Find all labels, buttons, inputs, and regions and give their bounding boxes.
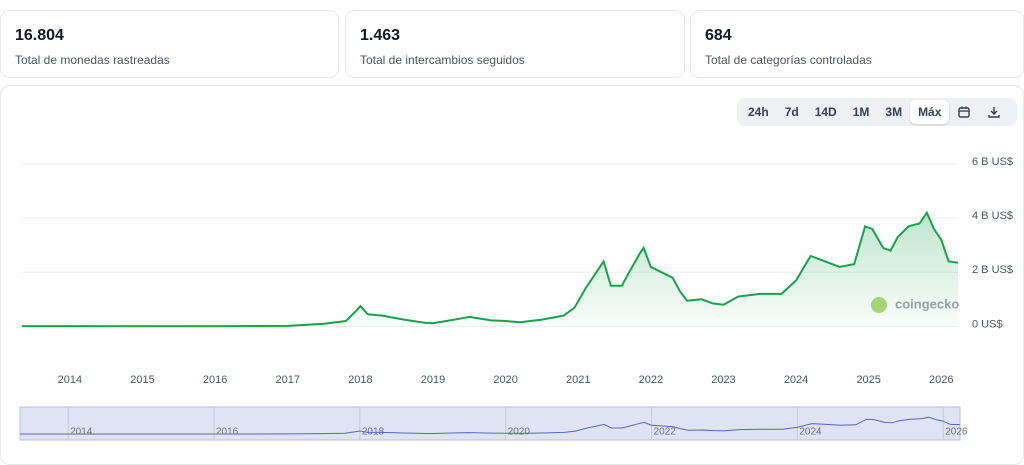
stat-label: Total de intercambios seguidos [360, 53, 525, 67]
y-tick-label: 6 B US$ [972, 156, 1013, 168]
x-tick-label: 2020 [493, 374, 517, 386]
x-tick-label: 2022 [639, 374, 663, 386]
range-button[interactable]: 7d [784, 105, 799, 119]
range-button[interactable]: 3M [885, 105, 903, 119]
x-tick-label: 2025 [856, 374, 880, 386]
navigator-label: 2024 [799, 427, 822, 438]
x-tick-label: 2019 [421, 374, 445, 386]
stat-card: 1.463 Total de intercambios seguidos [345, 10, 685, 78]
page: 16.804 Total de monedas rastreadas 1.463 T… [0, 10, 1024, 465]
range-button[interactable]: 14D [814, 105, 837, 119]
stat-label: Total de monedas rastreadas [15, 53, 170, 67]
navigator-line [20, 416, 961, 435]
y-tick-label: 4 B US$ [972, 210, 1013, 222]
stat-value: 1.463 [360, 27, 401, 44]
navigator-label: 2022 [654, 427, 677, 438]
download-icon[interactable] [979, 101, 1009, 123]
stat-value: 684 [705, 27, 732, 44]
chart: coingecko 0 US$2 B US$4 B US$6 B US$2014… [19, 156, 1013, 441]
range-button[interactable]: 1M [852, 105, 870, 119]
navigator-label: 2014 [70, 427, 93, 438]
line [22, 210, 959, 328]
x-tick-label: 2014 [58, 374, 82, 386]
range-button[interactable]: 24h [748, 105, 769, 119]
x-tick-label: 2021 [566, 374, 590, 386]
x-tick-label: 2015 [130, 374, 154, 386]
x-tick-label: 2024 [784, 374, 808, 386]
area [22, 212, 958, 327]
navigator-label: 2026 [945, 427, 968, 438]
x-tick-label: 2016 [203, 374, 227, 386]
navigator-label: 2020 [508, 427, 531, 438]
stat-value: 16.804 [15, 27, 64, 44]
x-tick-label: 2018 [348, 374, 372, 386]
navigator-label: 2016 [216, 427, 239, 438]
x-tick-label: 2023 [711, 374, 735, 386]
calendar-icon[interactable] [949, 101, 979, 123]
range-buttons: 24h 7d 14D 1M 3M Máx [737, 98, 1017, 126]
x-tick-label: 2017 [276, 374, 300, 386]
y-tick-label: 2 B US$ [972, 264, 1013, 276]
stat-label: Total de categorías controladas [705, 53, 872, 67]
x-tick-label: 2026 [929, 374, 953, 386]
y-tick-label: 0 US$ [972, 318, 1003, 330]
range-button[interactable]: Máx [910, 100, 950, 124]
stat-card: 16.804 Total de monedas rastreadas [0, 10, 339, 78]
